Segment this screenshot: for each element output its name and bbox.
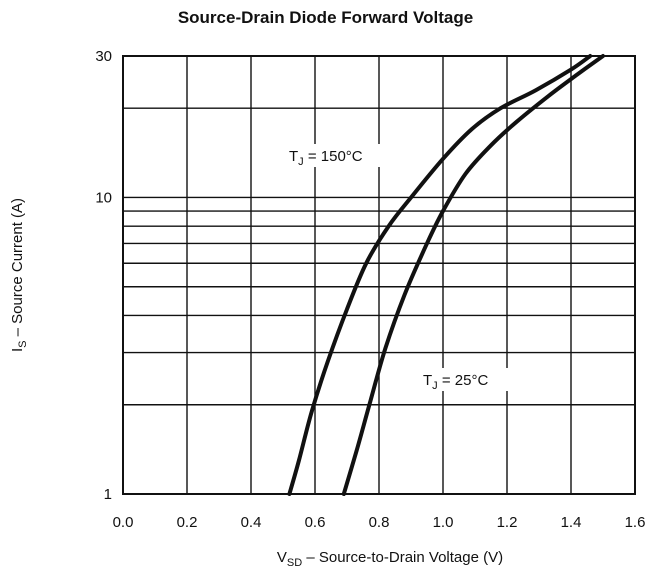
plot-frame bbox=[122, 55, 636, 495]
series-labels: TJ = 150°C TJ = 25°C bbox=[285, 144, 513, 392]
y-tick-label: 1 bbox=[104, 486, 112, 503]
series-line-1 bbox=[341, 54, 605, 496]
x-axis-label: VSD – Source-to-Drain Voltage (V) bbox=[277, 549, 503, 569]
x-tick-label: 0.2 bbox=[177, 514, 198, 531]
x-tick-label: 1.0 bbox=[433, 514, 454, 531]
x-tick-label: 0.4 bbox=[241, 514, 262, 531]
x-tick-labels: 0.0 0.2 0.4 0.6 0.8 1.0 1.2 1.4 1.6 bbox=[113, 514, 646, 531]
x-tick-label: 0.0 bbox=[113, 514, 134, 531]
x-tick-label: 0.8 bbox=[369, 514, 390, 531]
series-label-1: TJ = 25°C bbox=[423, 372, 488, 392]
series-label-0: TJ = 150°C bbox=[289, 148, 363, 168]
y-tick-label: 30 bbox=[95, 48, 112, 65]
x-tick-label: 0.6 bbox=[305, 514, 326, 531]
y-axis-label: IS – Source Current (A) bbox=[9, 198, 29, 352]
series-line-0 bbox=[287, 54, 593, 496]
x-tick-label: 1.2 bbox=[497, 514, 518, 531]
grid-lines bbox=[122, 55, 636, 494]
series-curves bbox=[287, 54, 605, 496]
x-tick-label: 1.6 bbox=[625, 514, 646, 531]
series-label-bg bbox=[419, 368, 513, 391]
x-tick-label: 1.4 bbox=[561, 514, 582, 531]
y-tick-label: 10 bbox=[95, 189, 112, 206]
y-tick-labels: 1 10 30 bbox=[95, 48, 112, 503]
chart-title: Source-Drain Diode Forward Voltage bbox=[177, 8, 474, 27]
plot-border bbox=[122, 55, 636, 495]
series-label-bg bbox=[285, 144, 389, 167]
